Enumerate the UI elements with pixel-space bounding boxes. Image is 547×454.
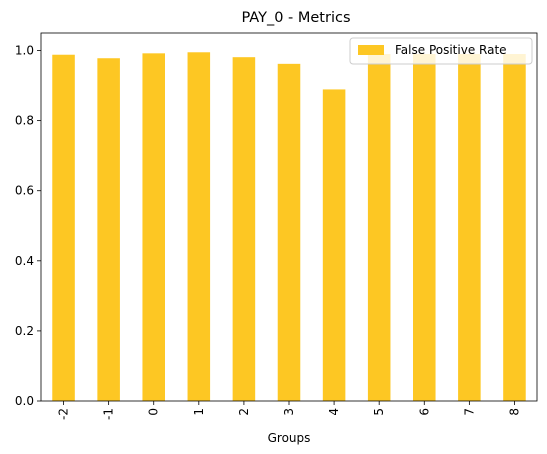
bar-7 — [458, 54, 481, 402]
bar-8 — [503, 54, 526, 402]
y-tick-label-3: 0.6 — [15, 184, 34, 198]
plot-frame — [40, 32, 538, 402]
bar-4 — [322, 89, 346, 401]
y-tick-label-0: 0.0 — [15, 394, 34, 408]
y-tick-label-2: 0.4 — [15, 254, 34, 268]
x-tick-label-6: 6 — [417, 408, 431, 416]
y-tick-label-4: 0.8 — [15, 114, 34, 128]
x-tick-label--2: -2 — [57, 408, 71, 420]
bar-0 — [142, 53, 165, 402]
bar-6 — [413, 54, 436, 402]
x-tick-label-8: 8 — [507, 408, 521, 416]
x-tick-label-1: 1 — [192, 408, 206, 416]
legend-label: False Positive Rate — [395, 43, 507, 57]
x-axis: -2 -1 0 1 2 3 4 5 6 7 8 — [57, 401, 521, 420]
bar--2 — [52, 54, 75, 401]
x-tick-label--1: -1 — [102, 408, 116, 420]
x-tick-label-7: 7 — [462, 408, 476, 416]
bar-2 — [232, 57, 256, 401]
legend-swatch — [358, 45, 384, 55]
legend-box — [349, 37, 533, 65]
x-tick-label-2: 2 — [237, 408, 251, 416]
bar--1 — [97, 58, 120, 402]
bar-5 — [367, 54, 391, 402]
y-tick-label-5: 1.0 — [15, 44, 34, 58]
y-tick-label-1: 0.2 — [15, 324, 34, 338]
x-tick-label-5: 5 — [372, 408, 386, 416]
chart-title: PAY_0 - Metrics — [241, 10, 350, 26]
x-tick-label-4: 4 — [327, 408, 341, 416]
bars-group — [52, 52, 526, 402]
bar-3 — [277, 63, 301, 401]
x-tick-label-0: 0 — [147, 408, 161, 416]
bar-1 — [187, 52, 211, 402]
x-axis-label: Groups — [268, 431, 311, 445]
x-tick-label-3: 3 — [282, 408, 296, 416]
legend: False Positive Rate — [349, 37, 533, 65]
y-axis: 0.0 0.2 0.4 0.6 0.8 1.0 — [15, 44, 41, 408]
